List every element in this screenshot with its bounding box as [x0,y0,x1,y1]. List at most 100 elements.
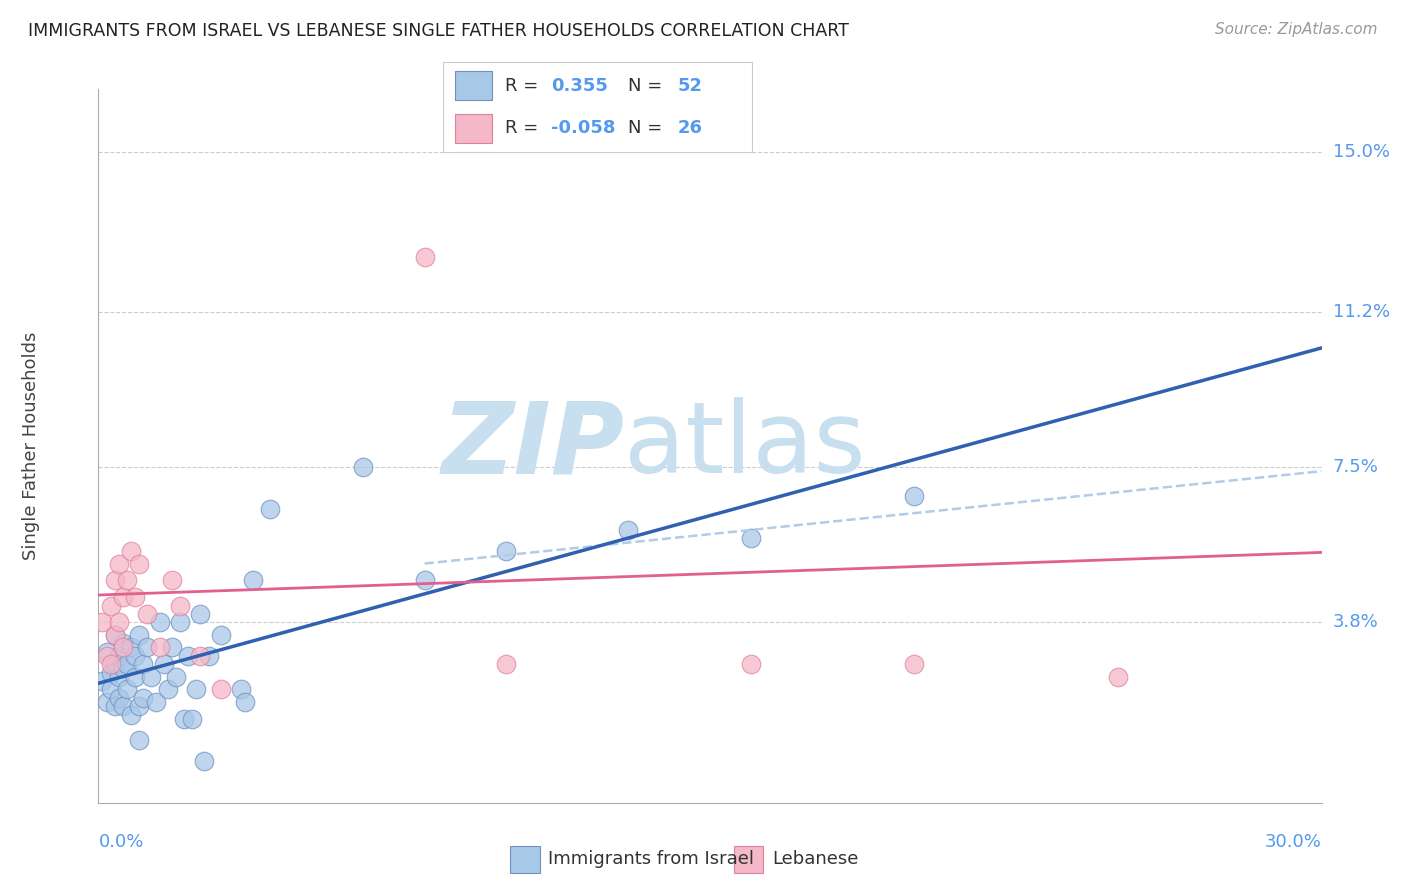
Text: IMMIGRANTS FROM ISRAEL VS LEBANESE SINGLE FATHER HOUSEHOLDS CORRELATION CHART: IMMIGRANTS FROM ISRAEL VS LEBANESE SINGL… [28,22,849,40]
Point [108,670,131,684]
Point [141,670,163,684]
Text: Source: ZipAtlas.com: Source: ZipAtlas.com [1215,22,1378,37]
Text: 0.355: 0.355 [551,77,607,95]
Point [132,690,155,705]
Point [91,674,114,689]
Point [115,657,138,672]
Point [231,682,253,697]
Point [169,615,191,630]
Point [903,489,925,503]
Point [259,502,281,516]
Point [128,699,150,714]
Point [124,590,146,604]
Point [156,682,179,697]
Point [352,460,374,475]
Point [120,707,142,722]
Text: 3.8%: 3.8% [1333,614,1378,632]
Text: 52: 52 [678,77,703,95]
Point [111,640,134,655]
Text: N =: N = [628,77,662,95]
Point [104,628,127,642]
Bar [456,71,492,100]
Text: ZIP: ZIP [441,398,624,494]
Bar [456,114,492,143]
Point [136,640,159,655]
Point [111,636,134,650]
Point [165,670,187,684]
Text: 0.0%: 0.0% [98,833,143,851]
Point [108,615,131,630]
Point [132,657,155,672]
Bar [734,847,763,873]
Text: 26: 26 [678,120,703,137]
Point [177,648,200,663]
Text: Single Father Households: Single Father Households [22,332,41,560]
Point [233,695,256,709]
Point [903,657,925,672]
Point [160,640,183,655]
Point [100,657,122,672]
Point [104,628,127,642]
Text: 30.0%: 30.0% [1265,833,1322,851]
Point [96,695,118,709]
Point [136,607,159,621]
Point [104,657,127,672]
Point [536,103,558,118]
Point [120,640,142,655]
Point [160,574,183,588]
Point [152,657,174,672]
Point [128,557,150,571]
Point [209,682,232,697]
Point [149,640,172,655]
Point [740,657,762,672]
Point [188,607,212,621]
Text: R =: R = [505,120,538,137]
Point [242,574,264,588]
Point [173,712,195,726]
Point [108,648,131,663]
Text: R =: R = [505,77,538,95]
Point [120,544,142,558]
Text: Lebanese: Lebanese [772,849,858,868]
Text: Immigrants from Israel: Immigrants from Israel [548,849,755,868]
Point [100,665,122,680]
Text: N =: N = [628,120,662,137]
Bar [510,847,540,873]
Text: atlas: atlas [624,398,866,494]
Point [104,574,127,588]
Point [413,574,436,588]
Point [188,648,212,663]
Point [128,628,150,642]
Point [96,645,118,659]
Point [145,695,167,709]
Point [100,599,122,613]
Point [111,590,134,604]
Point [197,648,219,663]
Point [108,690,131,705]
Text: -0.058: -0.058 [551,120,616,137]
Point [124,670,146,684]
Text: 11.2%: 11.2% [1333,302,1391,321]
Text: 7.5%: 7.5% [1333,458,1379,476]
Point [186,682,208,697]
Point [108,557,131,571]
Point [495,657,517,672]
Point [495,544,517,558]
Point [149,615,172,630]
Text: 15.0%: 15.0% [1333,143,1389,161]
Point [111,661,134,675]
Point [115,574,138,588]
Point [193,754,215,768]
Point [111,699,134,714]
Point [124,648,146,663]
Point [617,523,640,537]
Point [91,615,114,630]
Point [96,648,118,663]
Point [104,699,127,714]
Point [169,599,191,613]
Point [181,712,204,726]
Point [115,682,138,697]
Point [413,250,436,264]
Point [1107,670,1129,684]
Point [740,532,762,546]
